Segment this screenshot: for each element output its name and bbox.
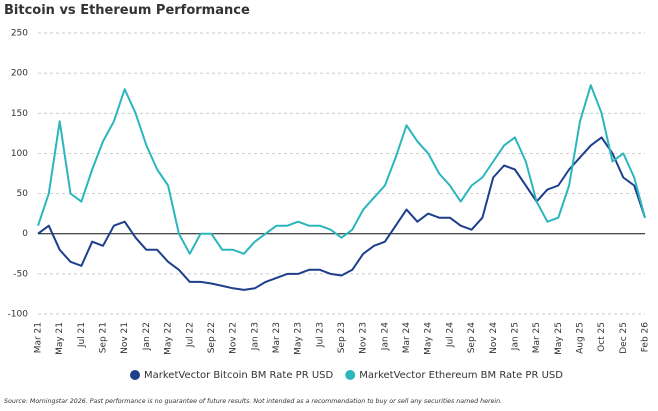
y-tick-label: 50 [17,189,29,199]
x-tick-label: Aug 25 [575,322,585,354]
x-tick-label: Nov 23 [359,322,369,354]
x-tick-label: Mar 21 [34,322,44,353]
x-tick-label: Jan 22 [142,322,152,351]
x-tick-label: Sep 22 [207,322,217,353]
x-tick-label: Oct 25 [597,322,607,352]
x-tick-label: Jul 23 [315,322,325,348]
x-tick-label: Nov 24 [489,322,499,354]
x-tick-label: Feb 26 [641,322,651,353]
legend-label: MarketVector Ethereum BM Rate PR USD [359,370,563,381]
source-note: Source: Morningstar 2026. Past performan… [4,397,502,405]
legend-marker [345,370,356,380]
x-tick-label: Dec 25 [619,322,629,354]
x-tick-label: Mar 23 [272,322,282,353]
x-tick-label: Mar 25 [532,322,542,353]
chart-title: Bitcoin vs Ethereum Performance [4,3,250,18]
x-tick-label: May 22 [164,322,174,355]
x-tick-label: Jan 25 [510,322,520,351]
y-tick-label: -100 [8,310,29,320]
x-tick-label: Jul 21 [77,322,87,348]
y-tick-label: 100 [11,149,28,159]
x-tick-label: Jul 22 [185,322,195,348]
x-tick-label: May 24 [424,322,434,355]
legend-label: MarketVector Bitcoin BM Rate PR USD [144,370,333,381]
y-tick-label: 200 [11,69,28,79]
y-tick-label: -50 [13,269,28,279]
x-tick-label: Jul 24 [445,322,455,348]
x-tick-label: Nov 21 [120,322,130,354]
y-tick-label: 250 [11,29,28,39]
x-tick-label: Sep 24 [467,322,477,354]
x-tick-label: May 25 [554,322,564,355]
x-tick-label: Jan 23 [250,322,260,351]
x-tick-label: Sep 21 [99,322,109,353]
x-tick-label: Jan 24 [380,322,390,351]
x-tick-label: Sep 23 [337,322,347,353]
legend-marker [130,370,140,380]
x-tick-label: Mar 24 [402,322,412,354]
series-line [37,84,646,255]
series-line [37,136,646,291]
y-tick-label: 0 [22,229,28,239]
x-tick-label: Nov 22 [229,322,239,354]
x-tick-label: May 21 [55,322,65,355]
x-tick-label: May 23 [294,322,304,355]
y-tick-label: 150 [11,109,28,119]
